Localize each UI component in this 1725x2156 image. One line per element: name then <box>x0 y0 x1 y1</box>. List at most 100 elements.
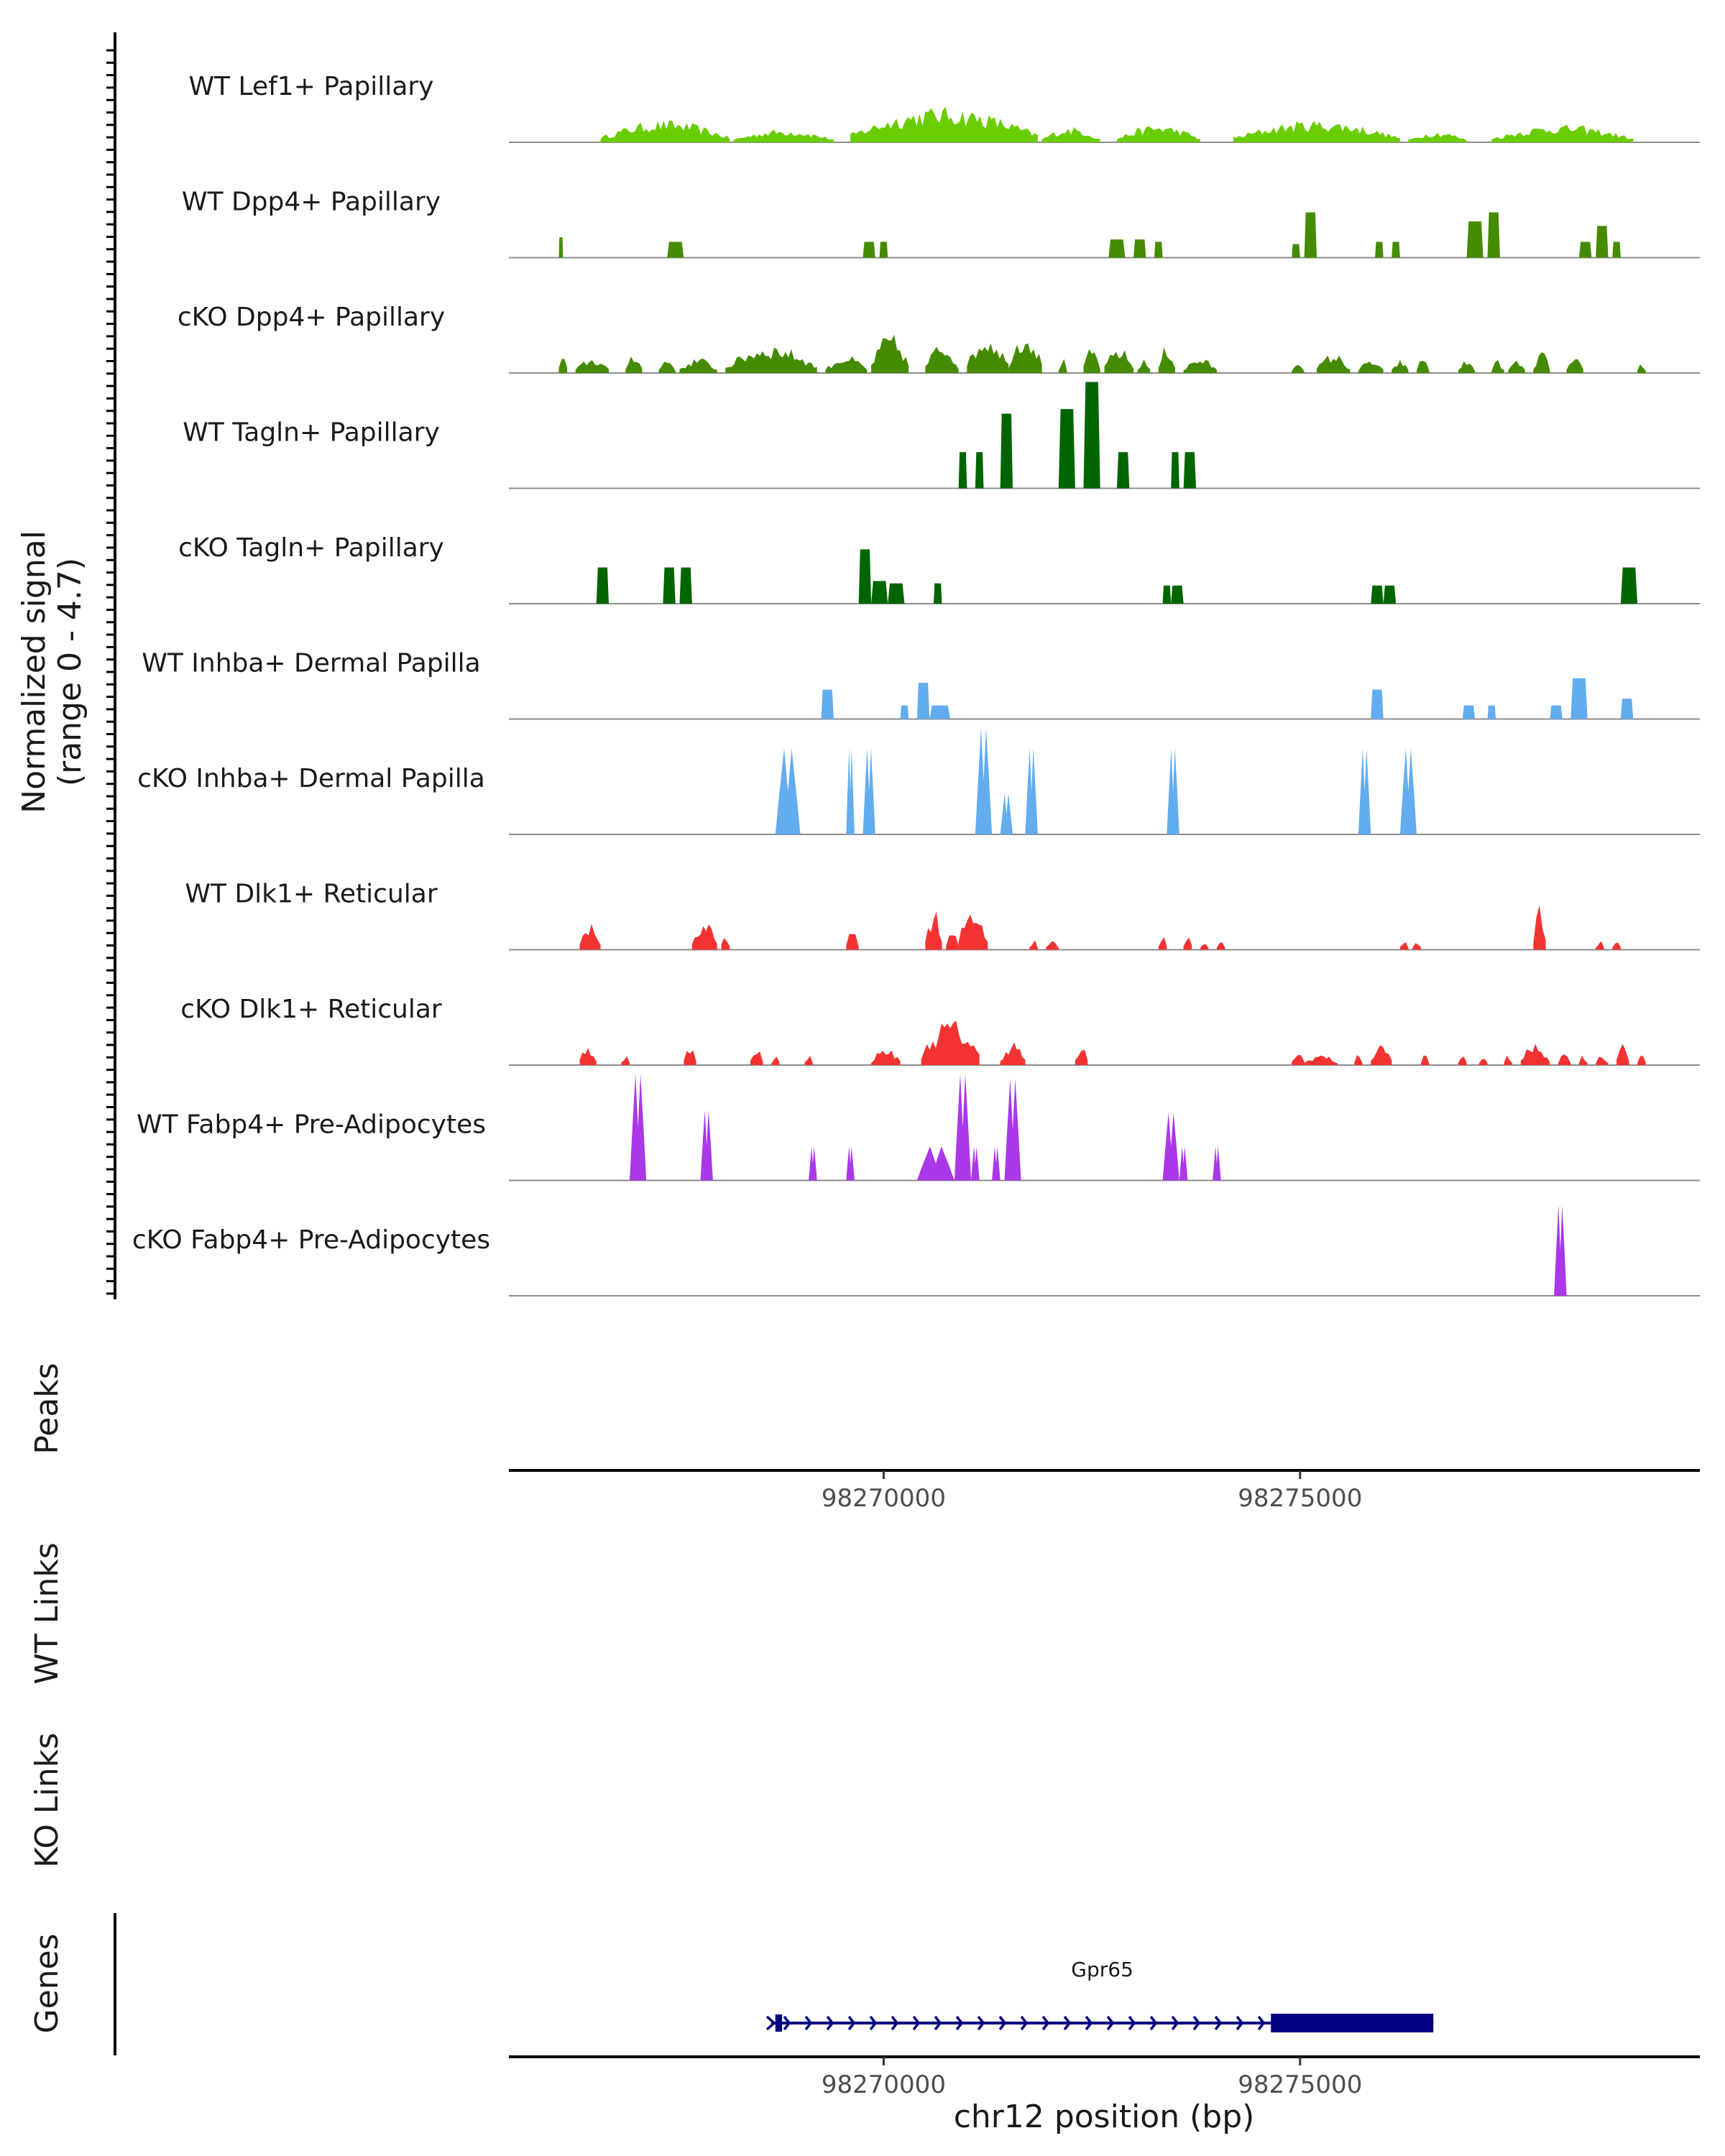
coverage-peak <box>1154 241 1163 258</box>
coverage-peak <box>1412 943 1421 950</box>
coverage-peak <box>1041 126 1100 142</box>
coverage-peak <box>700 1110 713 1181</box>
coverage-peak <box>1183 359 1217 373</box>
coverage-peak <box>1392 359 1409 373</box>
coverage-peak <box>879 241 888 258</box>
strand-arrow <box>998 2015 1007 2031</box>
coverage-peak <box>1183 937 1192 950</box>
coverage-peak <box>1616 1044 1629 1065</box>
track-label: cKO Inhba+ Dermal Papilla <box>137 764 485 793</box>
genes-x-axis-ticks: 98270000 98275000 <box>822 2057 1362 2099</box>
coverage-peak <box>1058 359 1067 373</box>
coverage-peak <box>575 360 609 373</box>
coverage-peak <box>925 346 959 373</box>
coverage-peak <box>1458 1056 1467 1065</box>
coverage-peak <box>954 1074 972 1181</box>
coverage-peak <box>1179 1146 1188 1181</box>
coverage-peak <box>1478 1059 1488 1065</box>
coverage-peak <box>1420 1055 1430 1065</box>
strand-arrow <box>1214 2015 1223 2031</box>
coverage-peak <box>679 567 692 604</box>
track-1: WT Lef1+ Papillary <box>189 72 1700 143</box>
strand-arrow <box>934 2015 942 2031</box>
coverage-peak <box>925 911 942 950</box>
coverage-peak <box>658 361 676 373</box>
coverage-peak <box>1579 1056 1588 1065</box>
coverage-peak <box>1533 352 1550 373</box>
coverage-peak <box>871 1050 901 1065</box>
x-tick-label: 98275000 <box>1238 1484 1362 1513</box>
coverage-peak <box>579 923 601 950</box>
coverage-peak <box>946 935 959 950</box>
coverage-peak <box>1004 1078 1021 1181</box>
coverage-peak <box>1292 1055 1305 1065</box>
track-10: WT Fabp4+ Pre-Adipocytes <box>137 1074 1700 1181</box>
coverage-peak <box>1008 343 1042 373</box>
coverage-peak <box>1029 940 1038 950</box>
strand-arrow <box>1063 2015 1072 2031</box>
coverage-peak <box>1399 941 1409 950</box>
coverage-peak <box>600 120 730 142</box>
track-label: cKO Tagln+ Papillary <box>178 533 444 563</box>
coverage-peak <box>958 914 988 950</box>
coverage-peak <box>1137 359 1151 373</box>
coverage-peak <box>921 1021 980 1065</box>
track-label: WT Dpp4+ Papillary <box>182 188 441 217</box>
coverage-peak <box>1025 748 1038 834</box>
coverage-peak <box>846 748 855 834</box>
coverage-peak <box>971 1146 980 1181</box>
strand-arrow <box>891 2015 899 2031</box>
peaks-panel-label: Peaks <box>29 1363 65 1454</box>
coverage-peak <box>1554 1205 1567 1296</box>
y-axis-title-line1: Normalized signal <box>16 530 52 814</box>
genes-panel-label: Genes <box>29 1933 65 2033</box>
strand-arrow <box>765 2015 776 2031</box>
x-axis-title: chr12 position (bp) <box>954 2099 1255 2135</box>
track-label: WT Lef1+ Papillary <box>189 72 434 101</box>
coverage-peak <box>1304 1055 1338 1065</box>
coverage-peak <box>1375 241 1384 258</box>
track-label: cKO Dlk1+ Reticular <box>180 995 442 1024</box>
track-6: WT Inhba+ Dermal Papilla <box>142 649 1700 720</box>
track-8: WT Dlk1+ Reticular <box>185 880 1700 951</box>
strand-arrow <box>955 2015 964 2031</box>
coverage-peak <box>1596 941 1604 950</box>
coverage-peak <box>1491 359 1504 373</box>
coverage-peak <box>621 1056 630 1065</box>
coverage-peak <box>1171 452 1179 489</box>
coverage-peak <box>1550 705 1563 719</box>
coverage-peak <box>958 452 967 489</box>
coverage-peak <box>721 938 730 950</box>
coverage-peak <box>1466 221 1484 258</box>
coverage-peak <box>1200 944 1209 950</box>
coverage-peak <box>558 237 564 258</box>
strand-arrow <box>1257 2015 1266 2031</box>
coverage-peak <box>929 705 951 719</box>
coverage-peak <box>750 1051 763 1065</box>
coverage-peak <box>1116 452 1130 489</box>
coverage-peak <box>846 1146 855 1181</box>
strand-arrow <box>804 2015 813 2031</box>
coverage-peak <box>975 728 993 834</box>
coverage-peak <box>1058 409 1075 489</box>
coverage-peak <box>916 1146 954 1181</box>
strand-arrow <box>1192 2015 1201 2031</box>
coverage-peak <box>1162 1112 1179 1181</box>
coverage-peak <box>1392 241 1400 258</box>
coverage-peak <box>1000 1042 1026 1065</box>
coverage-peak <box>691 924 717 950</box>
coverage-peak <box>804 1056 813 1065</box>
strand-arrow <box>783 2015 791 2031</box>
coverage-peak <box>596 567 609 604</box>
strand-arrow <box>1171 2015 1179 2031</box>
coverage-peak <box>862 241 875 258</box>
coverage-peak <box>733 129 834 142</box>
coverage-peak <box>1213 1146 1221 1181</box>
gene-exon <box>1271 2014 1434 2032</box>
coverage-peak <box>1408 132 1467 142</box>
coverage-peak <box>1167 748 1179 834</box>
coverage-peak <box>1292 244 1300 258</box>
peaks-x-axis-ticks: 98270000 98275000 <box>822 1470 1362 1513</box>
coverage-peak <box>579 1048 597 1065</box>
coverage-peak <box>858 549 872 604</box>
